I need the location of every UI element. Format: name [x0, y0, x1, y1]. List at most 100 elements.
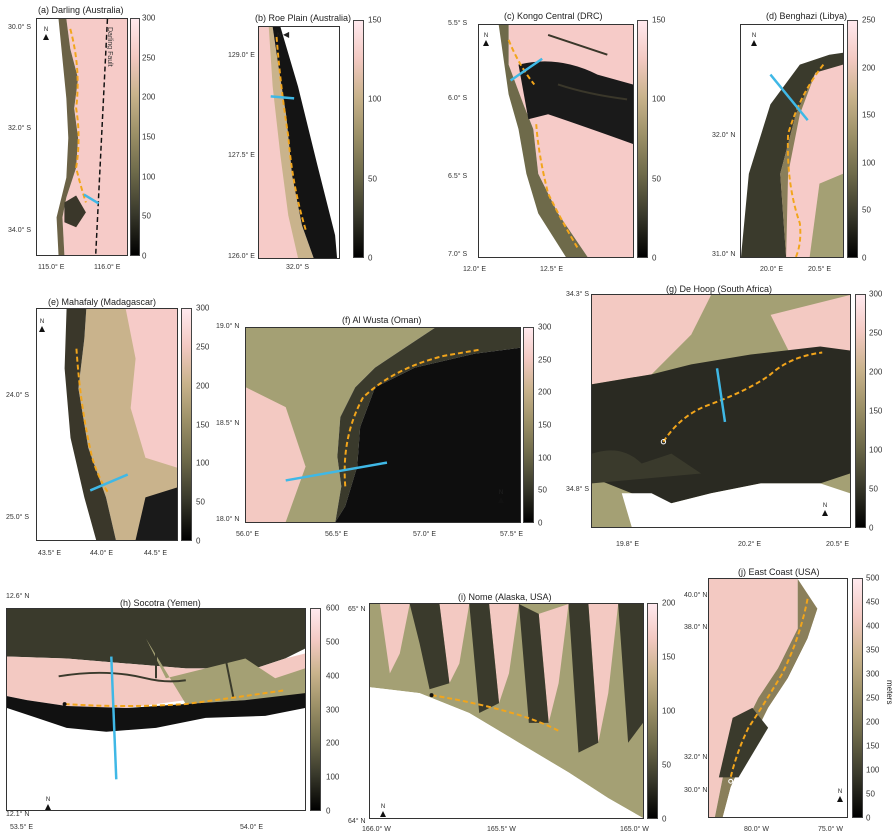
x-tick: 20.2° E	[738, 541, 762, 548]
x-tick: 32.0° S	[286, 264, 310, 271]
map-d: N	[740, 24, 844, 258]
x-tick: 53.5° E	[10, 824, 34, 831]
x-tick: 54.0° E	[240, 824, 264, 831]
x-tick: 12.0° E	[463, 266, 487, 273]
y-tick: 25.0° S	[6, 514, 30, 521]
y-tick: 34.3° S	[566, 291, 590, 298]
north-arrow-icon	[751, 40, 757, 46]
y-tick: 32.0° N	[684, 754, 708, 761]
x-tick: 43.5° E	[38, 550, 62, 557]
y-tick: 18.5° N	[216, 420, 240, 427]
y-tick: 64° N	[348, 818, 366, 825]
colorbar	[181, 308, 192, 541]
y-tick: 32.0° S	[8, 125, 32, 132]
north-arrow: N	[43, 27, 49, 43]
colorbar-unit-label: meters	[885, 680, 894, 705]
y-tick: 40.0° N	[684, 592, 708, 599]
colorbar	[847, 20, 858, 258]
colorbar	[310, 608, 321, 811]
y-tick: 34.0° S	[8, 227, 32, 234]
colorbar	[523, 327, 534, 523]
panel-title: (a) Darling (Australia)	[38, 5, 124, 15]
colorbar	[852, 578, 863, 818]
north-arrow-icon	[822, 510, 828, 516]
map-e: N	[36, 308, 178, 541]
fault-annotation: Darling Fault	[106, 27, 113, 67]
map-i: N	[369, 603, 644, 819]
map-g: N	[591, 294, 851, 528]
north-arrow: N	[837, 789, 843, 805]
x-tick: 20.0° E	[760, 266, 784, 273]
panel-title: (f) Al Wusta (Oman)	[342, 315, 422, 325]
y-tick: 30.0° S	[8, 24, 32, 31]
y-tick: 12.6° N	[6, 593, 30, 600]
north-arrow-icon	[45, 804, 51, 810]
x-tick: 57.5° E	[500, 531, 524, 538]
panel-title: (i) Nome (Alaska, USA)	[458, 592, 552, 602]
y-tick: 30.0° N	[684, 787, 708, 794]
north-arrow: N	[822, 503, 828, 519]
panel-title: (j) East Coast (USA)	[738, 567, 820, 577]
x-tick: 44.0° E	[90, 550, 114, 557]
x-tick: 116.0° E	[94, 264, 121, 271]
panel-title: (h) Socotra (Yemen)	[120, 598, 201, 608]
map-f: N	[245, 327, 521, 523]
y-tick: 7.0° S	[448, 251, 468, 258]
north-arrow-icon	[39, 326, 45, 332]
x-tick: 20.5° E	[826, 541, 850, 548]
north-arrow-icon	[498, 497, 504, 503]
colorbar	[647, 603, 658, 819]
north-arrow: N	[751, 33, 757, 49]
y-tick: 38.0° N	[684, 624, 708, 631]
north-arrow: N	[380, 804, 386, 818]
x-tick: 44.5° E	[144, 550, 168, 557]
y-tick: 5.5° S	[448, 20, 468, 27]
north-arrow-icon	[837, 796, 843, 802]
north-arrow: N	[498, 490, 504, 506]
x-tick: 115.0° E	[38, 264, 65, 271]
north-arrow-icon: ◀	[283, 30, 290, 39]
colorbar	[855, 294, 866, 528]
map-b: N ◀	[258, 26, 340, 259]
panel-title: (d) Benghazi (Libya)	[766, 11, 848, 21]
x-tick: 166.0° W	[362, 826, 391, 833]
map-h: N	[6, 608, 306, 811]
panel-title: (g) De Hoop (South Africa)	[666, 284, 773, 294]
x-tick: 80.0° W	[744, 826, 769, 833]
x-tick: 20.5° E	[808, 266, 832, 273]
y-tick: 32.0° N	[712, 132, 736, 139]
panel-title: (b) Roe Plain (Australia)	[255, 13, 352, 23]
x-tick: 165.5° W	[487, 826, 516, 833]
y-tick: 12.1° N	[6, 811, 30, 818]
north-arrow-icon	[380, 811, 386, 817]
x-tick: 19.8° E	[616, 541, 640, 548]
x-tick: 56.0° E	[236, 531, 260, 538]
colorbar	[353, 20, 364, 258]
x-tick: 165.0° W	[620, 826, 649, 833]
north-arrow: N	[483, 33, 489, 49]
y-tick: 126.0° E	[228, 253, 255, 260]
y-tick: 6.0° S	[448, 95, 468, 102]
x-tick: 56.5° E	[325, 531, 349, 538]
x-tick: 75.0° W	[818, 826, 843, 833]
y-tick: 34.8° S	[566, 486, 590, 493]
y-tick: 24.0° S	[6, 392, 30, 399]
north-arrow-icon	[43, 34, 49, 40]
y-tick: 129.0° E	[228, 52, 255, 59]
colorbar	[130, 18, 140, 256]
y-tick: 127.5° E	[228, 152, 255, 159]
map-c: N	[478, 24, 634, 258]
panel-title: (e) Mahafaly (Madagascar)	[48, 297, 157, 307]
panel-title: (c) Kongo Central (DRC)	[504, 11, 603, 21]
map-a: N Darling Fault	[36, 18, 128, 256]
x-tick: 57.0° E	[413, 531, 437, 538]
map-j: N	[708, 578, 848, 818]
north-arrow: N ◀	[277, 30, 290, 40]
y-tick: 65° N	[348, 606, 366, 613]
north-arrow-icon	[483, 40, 489, 46]
north-arrow: N	[45, 797, 51, 810]
y-tick: 6.5° S	[448, 173, 468, 180]
y-tick: 18.0° N	[216, 516, 240, 523]
y-tick: 19.0° N	[216, 323, 240, 330]
x-tick: 12.5° E	[540, 266, 564, 273]
